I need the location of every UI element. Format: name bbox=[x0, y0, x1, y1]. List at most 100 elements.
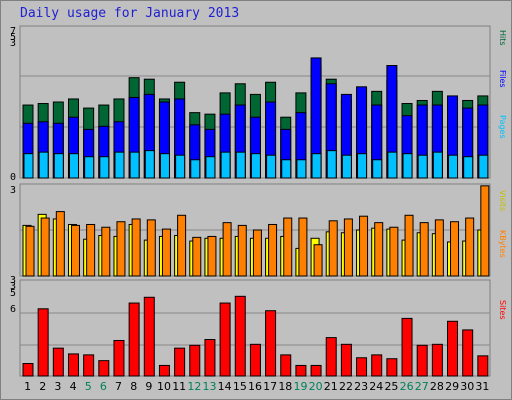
bar-pages-day-18 bbox=[281, 159, 292, 179]
bar-kbytes-day-9 bbox=[146, 219, 156, 277]
day-label-31: 31 bbox=[475, 380, 489, 393]
bar-kbytes-day-10 bbox=[161, 228, 171, 277]
bar-pages-day-22 bbox=[341, 154, 352, 179]
day-label-6: 6 bbox=[100, 380, 107, 393]
day-label-19: 19 bbox=[293, 380, 307, 393]
bar-kbytes-day-22 bbox=[343, 218, 353, 277]
day-label-2: 2 bbox=[39, 380, 46, 393]
bar-pages-day-8 bbox=[129, 151, 140, 179]
day-label-4: 4 bbox=[70, 380, 77, 393]
bar-pages-day-3 bbox=[53, 153, 64, 179]
day-label-5: 5 bbox=[85, 380, 92, 393]
bar-sites-day-26 bbox=[401, 317, 413, 377]
day-label-25: 25 bbox=[384, 380, 398, 393]
bar-pages-day-31 bbox=[478, 154, 489, 179]
bar-sites-day-10 bbox=[158, 364, 170, 377]
bar-sites-day-19 bbox=[295, 364, 307, 377]
bar-kbytes-day-13 bbox=[207, 235, 217, 277]
bar-sites-day-2 bbox=[37, 308, 49, 377]
bar-kbytes-day-1 bbox=[25, 225, 35, 277]
bar-kbytes-day-31 bbox=[480, 185, 490, 277]
bar-sites-day-21 bbox=[325, 337, 337, 377]
bar-sites-day-1 bbox=[22, 363, 34, 377]
bar-sites-day-29 bbox=[447, 320, 459, 377]
day-label-7: 7 bbox=[115, 380, 122, 393]
day-label-1: 1 bbox=[24, 380, 31, 393]
y-tick-label: 3 bbox=[10, 185, 16, 196]
bar-kbytes-day-6 bbox=[101, 226, 111, 277]
day-label-13: 13 bbox=[203, 380, 217, 393]
y-tick-label: 5 bbox=[10, 32, 16, 43]
day-label-23: 23 bbox=[354, 380, 368, 393]
y-tick-label: 3 bbox=[10, 275, 16, 286]
bar-sites-day-4 bbox=[67, 353, 79, 377]
bar-pages-day-1 bbox=[23, 153, 34, 179]
bar-pages-day-15 bbox=[235, 151, 246, 179]
day-label-17: 17 bbox=[263, 380, 277, 393]
bar-pages-day-14 bbox=[220, 151, 231, 179]
bar-pages-day-12 bbox=[190, 159, 201, 179]
bar-kbytes-day-11 bbox=[177, 214, 187, 277]
bar-sites-day-24 bbox=[371, 354, 383, 377]
bar-kbytes-day-29 bbox=[450, 221, 460, 277]
legend-files: Files bbox=[498, 70, 507, 88]
legend-hits: Hits bbox=[498, 30, 507, 46]
bar-sites-day-17 bbox=[265, 310, 277, 377]
bar-pages-day-20 bbox=[311, 153, 322, 179]
bar-kbytes-day-28 bbox=[434, 219, 444, 277]
bar-sites-day-27 bbox=[416, 344, 428, 377]
bar-pages-day-21 bbox=[326, 150, 337, 179]
day-label-18: 18 bbox=[278, 380, 292, 393]
legend-kbytes: KBytes bbox=[498, 230, 507, 258]
bar-pages-day-7 bbox=[114, 151, 125, 179]
bar-pages-day-16 bbox=[250, 153, 261, 179]
bar-kbytes-day-17 bbox=[268, 223, 278, 277]
bar-sites-day-13 bbox=[204, 339, 216, 377]
legend-sites: Sites bbox=[498, 300, 507, 320]
bar-kbytes-day-2 bbox=[40, 217, 50, 277]
bar-sites-day-5 bbox=[83, 354, 95, 377]
y-tick-label: 3 bbox=[10, 38, 16, 49]
day-label-15: 15 bbox=[233, 380, 247, 393]
bar-sites-day-15 bbox=[234, 295, 246, 377]
bar-kbytes-day-7 bbox=[116, 221, 126, 277]
day-label-20: 20 bbox=[309, 380, 323, 393]
bar-kbytes-day-21 bbox=[328, 220, 338, 277]
bar-sites-day-12 bbox=[189, 344, 201, 377]
day-label-11: 11 bbox=[172, 380, 186, 393]
bar-sites-day-11 bbox=[174, 347, 186, 377]
bar-pages-day-25 bbox=[387, 151, 398, 179]
bar-kbytes-day-4 bbox=[70, 224, 80, 277]
day-label-14: 14 bbox=[218, 380, 232, 393]
bar-sites-day-23 bbox=[356, 357, 368, 377]
day-label-29: 29 bbox=[445, 380, 459, 393]
bar-kbytes-day-16 bbox=[252, 229, 262, 277]
day-label-24: 24 bbox=[369, 380, 383, 393]
bar-pages-day-26 bbox=[402, 153, 413, 179]
y-tick-label: 7 bbox=[10, 26, 16, 37]
bar-sites-day-3 bbox=[52, 347, 64, 377]
bar-kbytes-day-30 bbox=[465, 217, 475, 277]
bar-kbytes-day-14 bbox=[222, 222, 232, 277]
day-label-21: 21 bbox=[324, 380, 338, 393]
bar-sites-day-28 bbox=[431, 343, 443, 377]
bar-pages-day-30 bbox=[463, 156, 474, 179]
bar-sites-day-22 bbox=[340, 343, 352, 377]
bar-sites-day-16 bbox=[249, 343, 261, 377]
bar-kbytes-day-24 bbox=[374, 222, 384, 277]
bar-pages-day-23 bbox=[357, 153, 368, 179]
bar-pages-day-17 bbox=[266, 154, 277, 179]
bar-sites-day-25 bbox=[386, 358, 398, 377]
bar-sites-day-30 bbox=[462, 329, 474, 377]
bar-sites-day-9 bbox=[143, 296, 155, 377]
bar-sites-day-20 bbox=[310, 364, 322, 377]
bar-kbytes-day-20 bbox=[313, 244, 323, 277]
day-label-9: 9 bbox=[145, 380, 152, 393]
legend-pages: Pages bbox=[498, 115, 507, 139]
day-label-26: 26 bbox=[400, 380, 414, 393]
day-label-10: 10 bbox=[157, 380, 171, 393]
day-label-12: 12 bbox=[187, 380, 201, 393]
day-label-22: 22 bbox=[339, 380, 353, 393]
bar-pages-day-24 bbox=[372, 159, 383, 179]
